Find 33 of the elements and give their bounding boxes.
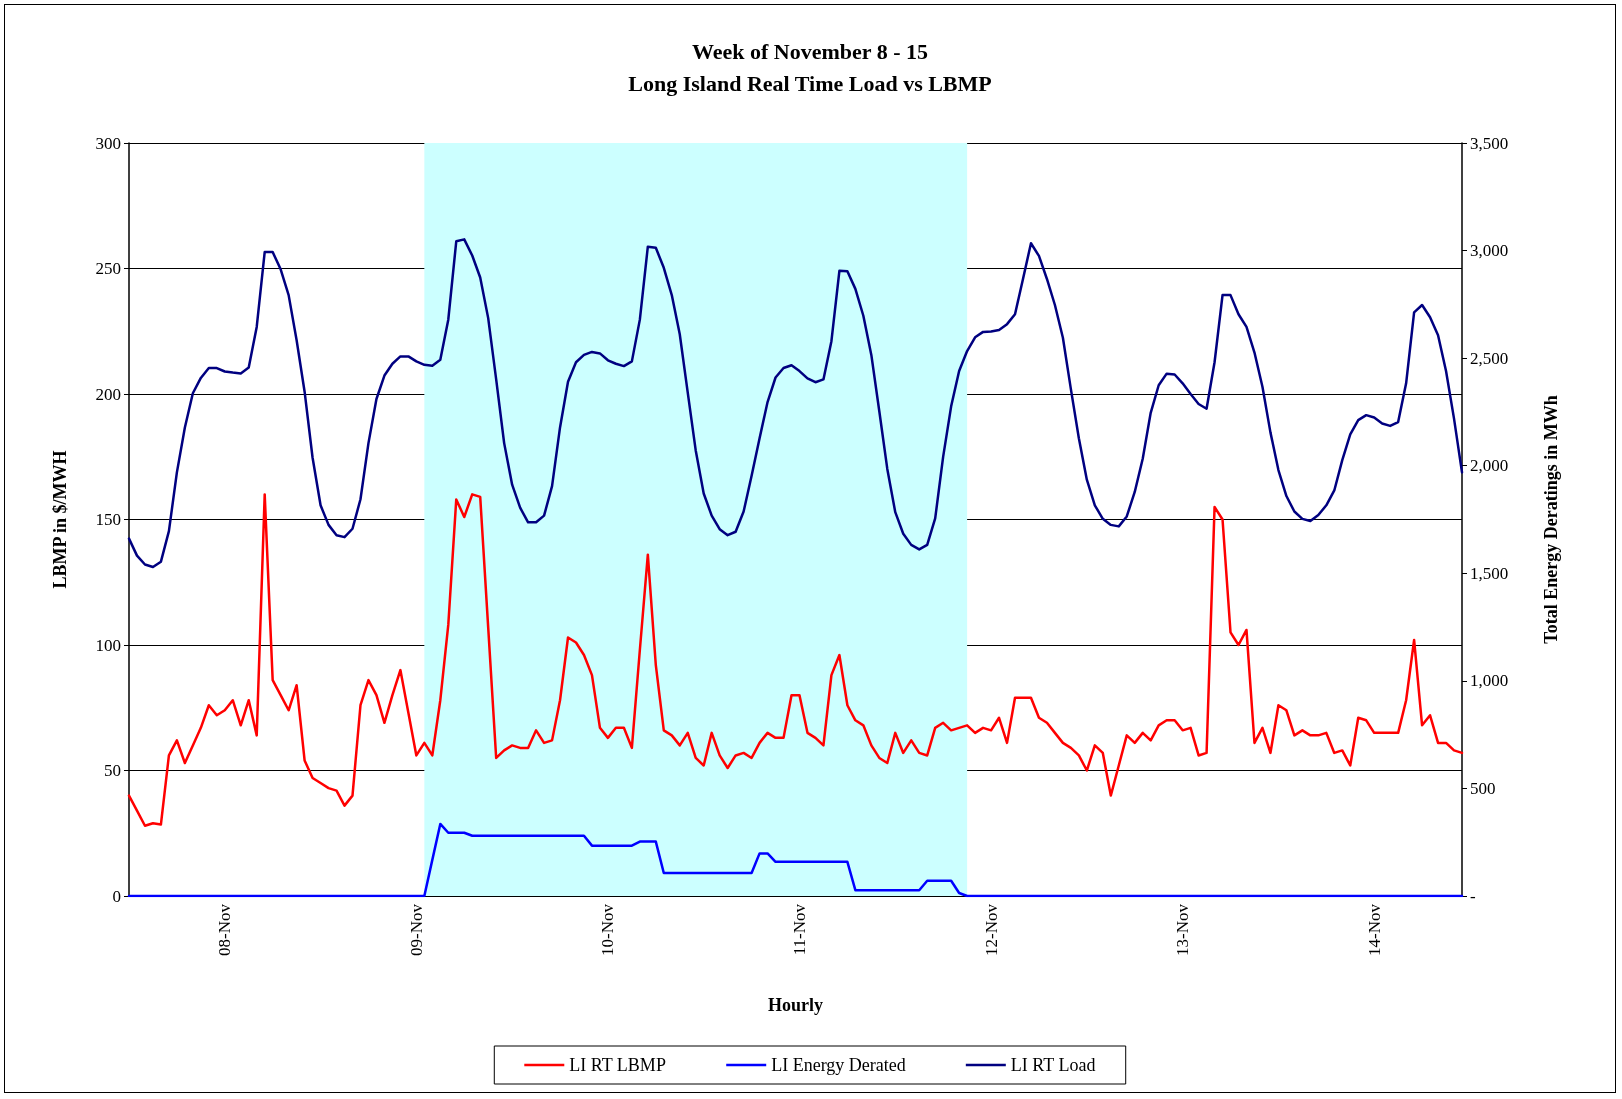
chart-subtitle: Long Island Real Time Load vs LBMP [628, 70, 992, 96]
y-tick-label: 200 [95, 384, 121, 404]
y2-tick-label: - [1470, 886, 1476, 906]
x-tick-label: 09-Nov [406, 903, 426, 956]
y2-tick-label: 500 [1470, 778, 1496, 798]
x-tick-label: 11-Nov [789, 903, 809, 956]
legend-label: LI RT LBMP [569, 1055, 666, 1075]
y-tick-label: 300 [95, 133, 121, 153]
y-axis-title: LBMP in $/MWH [50, 450, 70, 589]
y-tick-label: 150 [95, 510, 121, 529]
line-series [127, 493, 1464, 827]
legend-label: LI RT Load [1010, 1055, 1096, 1075]
y2-tick-label: 1,500 [1470, 563, 1509, 583]
x-axis-title: Hourly [767, 995, 824, 1015]
x-tick-label: 10-Nov [598, 903, 618, 956]
y2-tick-label: 3,500 [1470, 133, 1509, 153]
y2-tick-label: 2,500 [1470, 348, 1509, 368]
y-tick-label: 50 [104, 761, 121, 780]
y-tick-label: 100 [95, 635, 121, 655]
legend-label: LI Energy Derated [771, 1055, 906, 1075]
y2-tick-label: 2,000 [1470, 456, 1509, 476]
y2-tick-label: 3,000 [1470, 241, 1509, 261]
y2-axis-title: Total Energy Deratings in MWh [1541, 395, 1561, 644]
x-tick-label: 12-Nov [981, 903, 1001, 956]
line-series [127, 822, 1464, 898]
y2-tick-label: 1,000 [1470, 671, 1509, 691]
y-tick-label: 0 [112, 886, 121, 906]
x-tick-label: 14-Nov [1364, 903, 1384, 956]
y-tick-label: 250 [95, 259, 121, 278]
x-tick-label: 13-Nov [1173, 903, 1193, 956]
x-tick-label: 08-Nov [215, 903, 235, 956]
line-series [127, 238, 1464, 569]
chart-title: Week of November 8 - 15 [691, 38, 929, 64]
